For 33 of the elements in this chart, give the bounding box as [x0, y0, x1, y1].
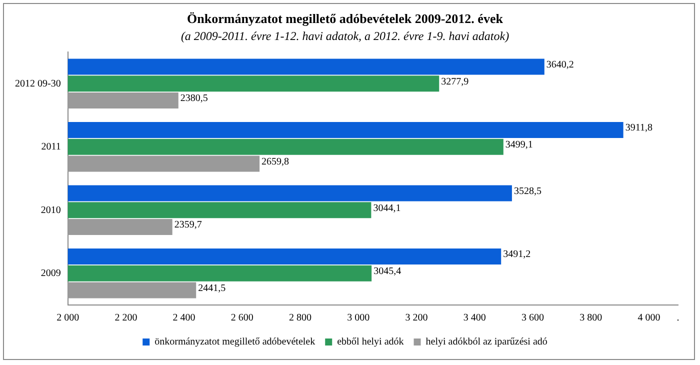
- x-tick-label: 3 600: [521, 312, 544, 324]
- data-label: 3528,5: [514, 186, 542, 197]
- data-label: 2659,8: [262, 156, 290, 168]
- data-label: 3640,2: [546, 59, 574, 70]
- chart-subtitle: (a 2009-2011. évre 1-12. havi adatok, a 2012. évre 1-9. havi adatok): [180, 28, 510, 43]
- x-tick-label: 2 200: [114, 312, 138, 324]
- y-tick-label: 2009: [40, 268, 61, 279]
- data-label: 3045,4: [374, 266, 402, 277]
- x-tick-label: .: [676, 312, 680, 324]
- x-tick-label: 3 000: [347, 312, 370, 324]
- data-label: 2441,5: [198, 282, 226, 294]
- data-label: 3499,1: [505, 140, 533, 150]
- data-label: 3044,1: [373, 202, 401, 214]
- legend-label: önkormányzatot megillető adóbevételek: [154, 336, 316, 348]
- x-tick-label: 2 600: [230, 312, 254, 324]
- data-label: 3277,9: [441, 76, 469, 88]
- x-tick-label: 3 200: [405, 312, 428, 324]
- chart-title: Önkormányzatot megillető adóbevételek 2009-2012. évek: [187, 11, 504, 26]
- y-tick-label: 2010: [40, 204, 61, 216]
- y-tick-label: 2011: [41, 142, 61, 152]
- x-tick-label: 4 000: [638, 312, 660, 324]
- data-label: 2380,5: [180, 93, 208, 104]
- x-tick-label: 2 000: [56, 312, 80, 324]
- x-tick-label: 3 400: [463, 312, 486, 324]
- data-label: 2359,7: [174, 220, 202, 231]
- x-tick-label: 3 800: [580, 312, 602, 324]
- legend-label: helyi adókból az iparűzési adó: [426, 336, 548, 348]
- y-tick-label: 2012 09-30: [14, 78, 61, 90]
- x-tick-label: 2 400: [172, 312, 196, 324]
- x-tick-label: 2 800: [289, 312, 312, 324]
- data-label: 3491,2: [503, 249, 531, 260]
- data-label: 3911,8: [625, 122, 652, 134]
- legend-label: ebből helyi adók: [337, 336, 404, 348]
